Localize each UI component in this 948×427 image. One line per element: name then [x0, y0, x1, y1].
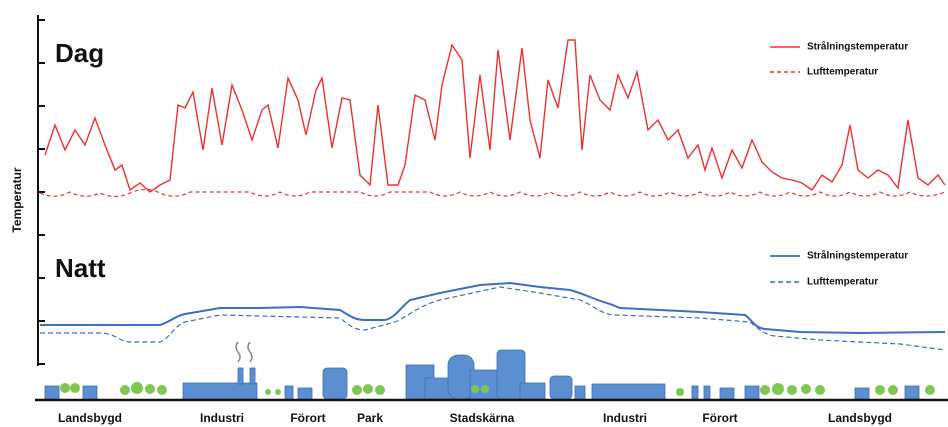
night-title: Natt — [55, 253, 106, 283]
zone-label: Förort — [290, 411, 325, 425]
legend-label: Strålningstemperatur — [807, 41, 908, 53]
legend-label: Lufttemperatur — [807, 67, 878, 78]
night-air-curve — [40, 286, 946, 351]
legend-label: Strålningstemperatur — [807, 250, 908, 262]
zone-label: Industri — [603, 411, 647, 425]
zone-label: Förort — [702, 411, 737, 425]
zone-label: Landsbygd — [828, 411, 892, 425]
legend-label: Lufttemperatur — [807, 277, 878, 288]
axis-label: Temperatur — [10, 167, 24, 232]
night-radiation-curve — [40, 281, 946, 335]
zone-labels: Landsbygd Industri Förort Park Stadskärn… — [58, 411, 892, 425]
zone-label: Stadskärna — [450, 411, 515, 425]
zone-label: Park — [357, 411, 383, 425]
landscape — [35, 341, 948, 402]
day-title: Dag — [55, 38, 104, 68]
legend: Strålningstemperatur Lufttemperatur Strå… — [770, 41, 908, 288]
zone-label: Landsbygd — [58, 411, 122, 425]
day-radiation-curve — [44, 39, 946, 193]
zone-label: Industri — [200, 411, 244, 425]
day-air-curve — [39, 188, 946, 198]
y-axis — [37, 15, 45, 366]
